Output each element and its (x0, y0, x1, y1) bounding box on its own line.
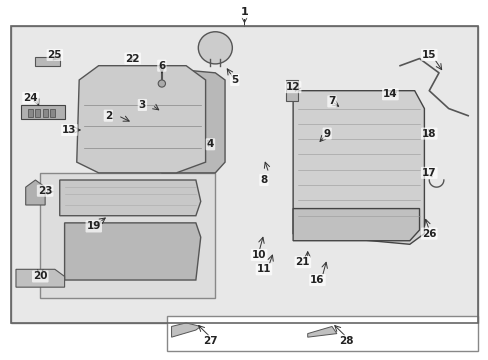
Text: 19: 19 (86, 221, 101, 231)
Text: 21: 21 (295, 257, 309, 267)
Bar (11, 26, 477, 323)
Text: 3: 3 (139, 100, 146, 110)
Text: 2: 2 (104, 111, 112, 121)
Polygon shape (292, 208, 419, 241)
Bar (42, 109, 47, 117)
Text: 23: 23 (38, 186, 52, 196)
Polygon shape (60, 180, 201, 216)
Text: 7: 7 (327, 96, 335, 107)
Text: 4: 4 (206, 139, 214, 149)
Bar (50, 109, 55, 117)
Text: 10: 10 (251, 250, 266, 260)
Text: 9: 9 (323, 129, 330, 139)
Text: 11: 11 (256, 264, 271, 274)
Bar (166, 316, 477, 351)
Text: 20: 20 (33, 271, 47, 282)
Polygon shape (292, 91, 424, 244)
Text: 25: 25 (47, 50, 62, 60)
Polygon shape (171, 323, 201, 337)
Bar (35, 109, 40, 117)
Text: 15: 15 (421, 50, 436, 60)
Text: 6: 6 (158, 61, 165, 71)
Text: 8: 8 (260, 175, 267, 185)
Ellipse shape (158, 80, 165, 87)
Text: 14: 14 (382, 89, 397, 99)
Bar (21, 105, 64, 119)
Bar (285, 80, 297, 102)
Polygon shape (64, 223, 201, 280)
Bar (28, 109, 33, 117)
Polygon shape (16, 269, 64, 287)
Polygon shape (26, 180, 45, 205)
Text: 28: 28 (339, 336, 353, 346)
Text: 5: 5 (231, 75, 238, 85)
Text: 1: 1 (241, 7, 247, 17)
Text: 27: 27 (203, 336, 217, 346)
Text: 13: 13 (62, 125, 77, 135)
Text: 18: 18 (421, 129, 436, 139)
Text: 1: 1 (240, 7, 248, 17)
Bar (35, 57, 60, 66)
Text: 17: 17 (421, 168, 436, 178)
Text: 24: 24 (23, 93, 38, 103)
Ellipse shape (198, 32, 232, 64)
Text: 16: 16 (309, 275, 324, 285)
Bar (11, 26, 477, 323)
Polygon shape (307, 327, 336, 337)
Text: 12: 12 (285, 82, 300, 92)
Text: 22: 22 (125, 54, 140, 64)
Polygon shape (77, 66, 205, 173)
Text: 26: 26 (421, 229, 436, 239)
Bar (40, 173, 215, 298)
Polygon shape (157, 69, 224, 173)
